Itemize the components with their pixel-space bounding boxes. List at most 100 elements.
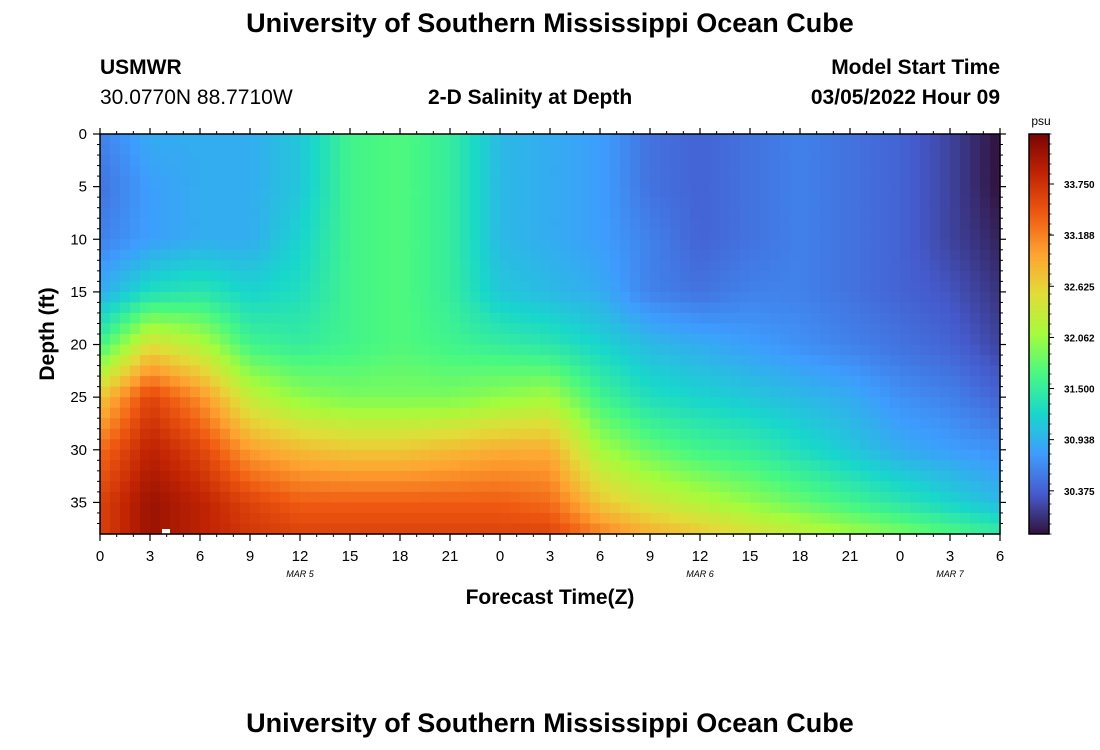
heatmap-cell: [900, 407, 911, 419]
heatmap-cell: [760, 365, 771, 377]
heatmap-cell: [970, 218, 981, 230]
heatmap-cell: [460, 365, 471, 377]
heatmap-cell: [360, 270, 371, 282]
heatmap-cell: [510, 376, 521, 388]
heatmap-cell: [800, 397, 811, 409]
heatmap-cell: [600, 312, 611, 325]
heatmap-cell: [430, 407, 441, 419]
heatmap-cell: [710, 365, 721, 377]
heatmap-cell: [170, 239, 181, 251]
heatmap-cell: [610, 165, 621, 177]
heatmap-cell: [660, 449, 671, 461]
heatmap-cell: [300, 334, 311, 346]
colorbar-tick-label: 32.062: [1064, 333, 1095, 344]
heatmap-cell: [600, 176, 611, 188]
heatmap-cell: [700, 512, 711, 525]
heatmap-cell: [890, 228, 901, 240]
heatmap-cell: [970, 397, 981, 409]
heatmap-cell: [830, 470, 841, 482]
heatmap-cell: [220, 491, 231, 504]
heatmap-cell: [680, 418, 691, 430]
heatmap-cell: [720, 155, 731, 167]
heatmap-cell: [970, 376, 981, 388]
heatmap-cell: [640, 186, 651, 198]
heatmap-cell: [330, 155, 341, 167]
heatmap-cell: [430, 334, 441, 346]
heatmap-cell: [380, 418, 391, 430]
heatmap-cell: [720, 418, 731, 430]
heatmap-cell: [320, 428, 331, 440]
heatmap-cell: [380, 491, 391, 504]
heatmap-cell: [180, 460, 191, 472]
heatmap-cell: [380, 355, 391, 367]
heatmap-cell: [370, 344, 381, 356]
heatmap-cell: [360, 418, 371, 430]
heatmap-cell: [900, 355, 911, 367]
heatmap-cell: [600, 228, 611, 240]
heatmap-cell: [680, 523, 691, 535]
heatmap-cell: [140, 481, 151, 493]
heatmap-cell: [240, 197, 251, 209]
heatmap-cell: [520, 134, 531, 146]
heatmap-cell: [790, 270, 801, 282]
heatmap-cell: [490, 197, 501, 209]
heatmap-cell: [990, 207, 1001, 219]
heatmap-cell: [170, 207, 181, 219]
heatmap-cell: [350, 281, 361, 293]
heatmap-cell: [600, 355, 611, 367]
heatmap-cell: [690, 312, 701, 325]
heatmap-cell: [200, 218, 211, 230]
heatmap-cell: [570, 249, 581, 261]
heatmap-cell: [780, 302, 791, 314]
heatmap-cell: [200, 460, 211, 472]
heatmap-cell: [930, 260, 941, 272]
heatmap-cell: [380, 312, 391, 325]
heatmap-cell: [370, 134, 381, 146]
heatmap-cell: [760, 460, 771, 472]
heatmap-cell: [360, 376, 371, 388]
heatmap-cell: [160, 228, 171, 240]
heatmap-cell: [410, 144, 421, 156]
heatmap-cell: [930, 460, 941, 472]
heatmap-cell: [350, 249, 361, 261]
heatmap-cell: [350, 512, 361, 525]
heatmap-cell: [950, 439, 961, 451]
heatmap-cell: [480, 523, 491, 535]
heatmap-cell: [680, 334, 691, 346]
heatmap-cell: [810, 376, 821, 388]
heatmap-cell: [650, 197, 661, 209]
heatmap-cell: [650, 470, 661, 482]
heatmap-cell: [490, 344, 501, 356]
heatmap-cell: [390, 439, 401, 451]
heatmap-cell: [770, 376, 781, 388]
heatmap-cell: [660, 260, 671, 272]
heatmap-cell: [890, 502, 901, 514]
heatmap-cell: [120, 439, 131, 451]
heatmap-cell: [110, 502, 121, 514]
heatmap-cell: [200, 176, 211, 188]
heatmap-cell: [900, 239, 911, 251]
heatmap-cell: [230, 239, 241, 251]
heatmap-cell: [640, 376, 651, 388]
heatmap-cell: [560, 218, 571, 230]
heatmap-cell: [440, 470, 451, 482]
heatmap-cell: [680, 260, 691, 272]
heatmap-cell: [240, 355, 251, 367]
heatmap-cell: [510, 323, 521, 335]
heatmap-cell: [140, 386, 151, 398]
heatmap-cell: [320, 207, 331, 219]
heatmap-cell: [630, 460, 641, 472]
heatmap-cell: [670, 197, 681, 209]
heatmap-cell: [960, 344, 971, 356]
heatmap-cell: [450, 365, 461, 377]
heatmap-cell: [440, 228, 451, 240]
heatmap-cell: [370, 207, 381, 219]
heatmap-cell: [380, 428, 391, 440]
heatmap-cell: [550, 460, 561, 472]
heatmap-cell: [510, 449, 521, 461]
heatmap-cell: [210, 491, 221, 504]
heatmap-cell: [170, 365, 181, 377]
heatmap-cell: [500, 449, 511, 461]
heatmap-cell: [870, 228, 881, 240]
heatmap-cell: [660, 186, 671, 198]
